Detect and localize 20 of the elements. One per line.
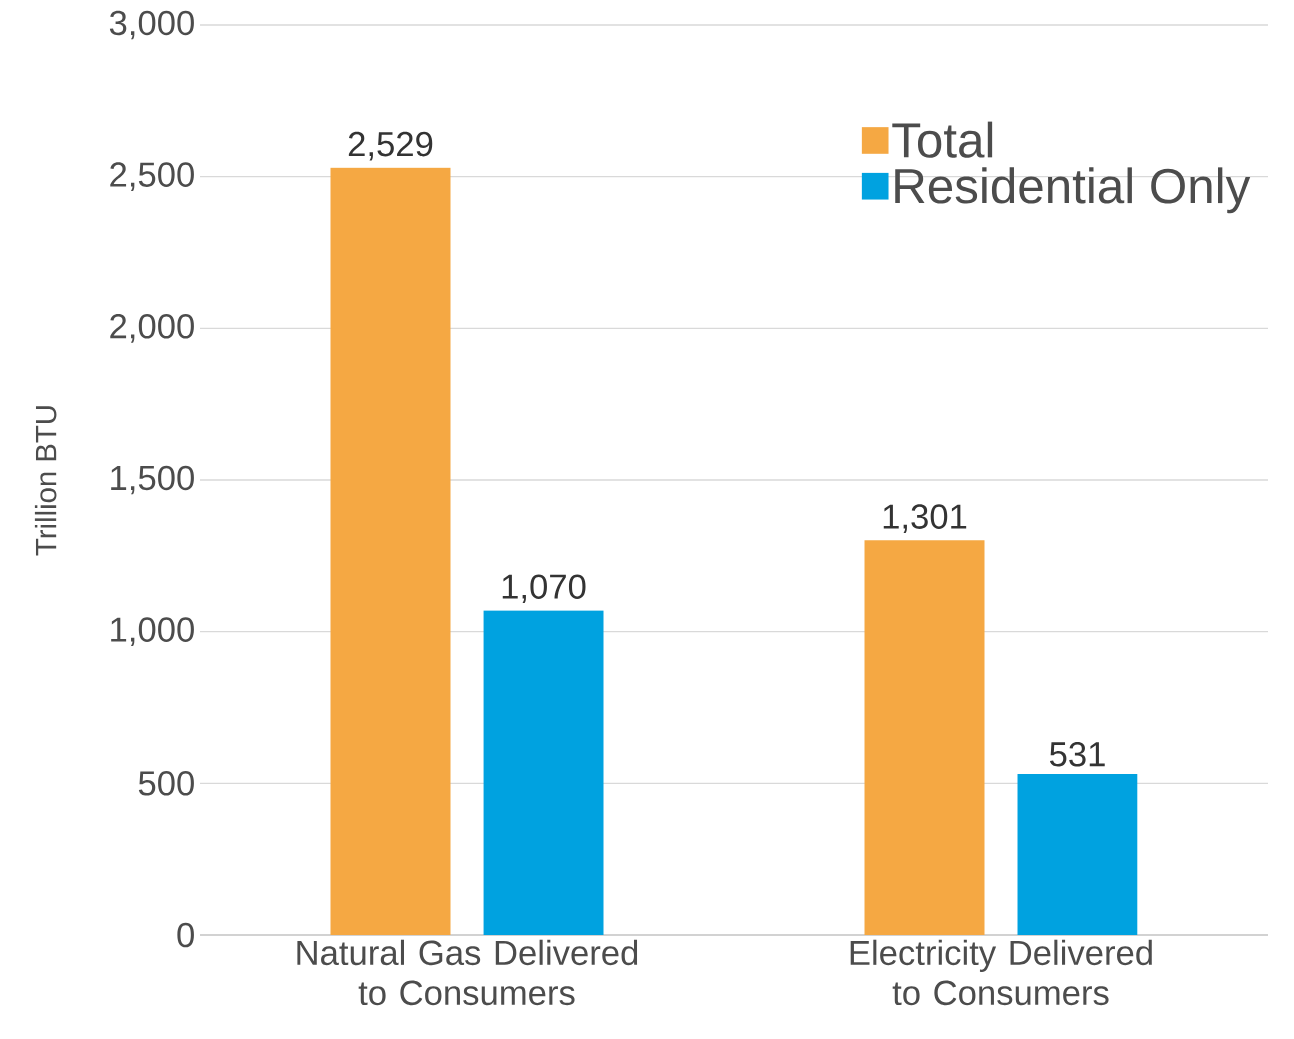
y-axis-title: Trillion BTU: [34, 406, 57, 556]
bar: [483, 610, 604, 935]
x-tick-label: Natural Gas Delivered to Consumers: [297, 939, 638, 1006]
data-label: 1,301: [883, 504, 967, 533]
data-label: 2,529: [348, 131, 433, 161]
bar: [864, 540, 985, 935]
y-tick-label: 2,500: [110, 162, 194, 191]
bar: [330, 167, 451, 935]
y-tick-label: 1,500: [111, 465, 194, 495]
y-tick-label: 2,000: [110, 314, 194, 343]
data-label: 531: [1049, 742, 1105, 767]
data-label: 1,070: [502, 574, 586, 604]
legend-label: Residential Only: [895, 167, 1251, 214]
bar: [1017, 773, 1138, 935]
y-tick-label: 1,000: [111, 617, 194, 646]
y-tick-label: 3,000: [109, 10, 194, 40]
y-tick-label: 500: [138, 771, 194, 796]
y-tick-label: 0: [177, 922, 194, 948]
x-tick-label: Electricity Delivered to Consumers: [850, 939, 1152, 1006]
legend-label: Total: [892, 121, 993, 158]
